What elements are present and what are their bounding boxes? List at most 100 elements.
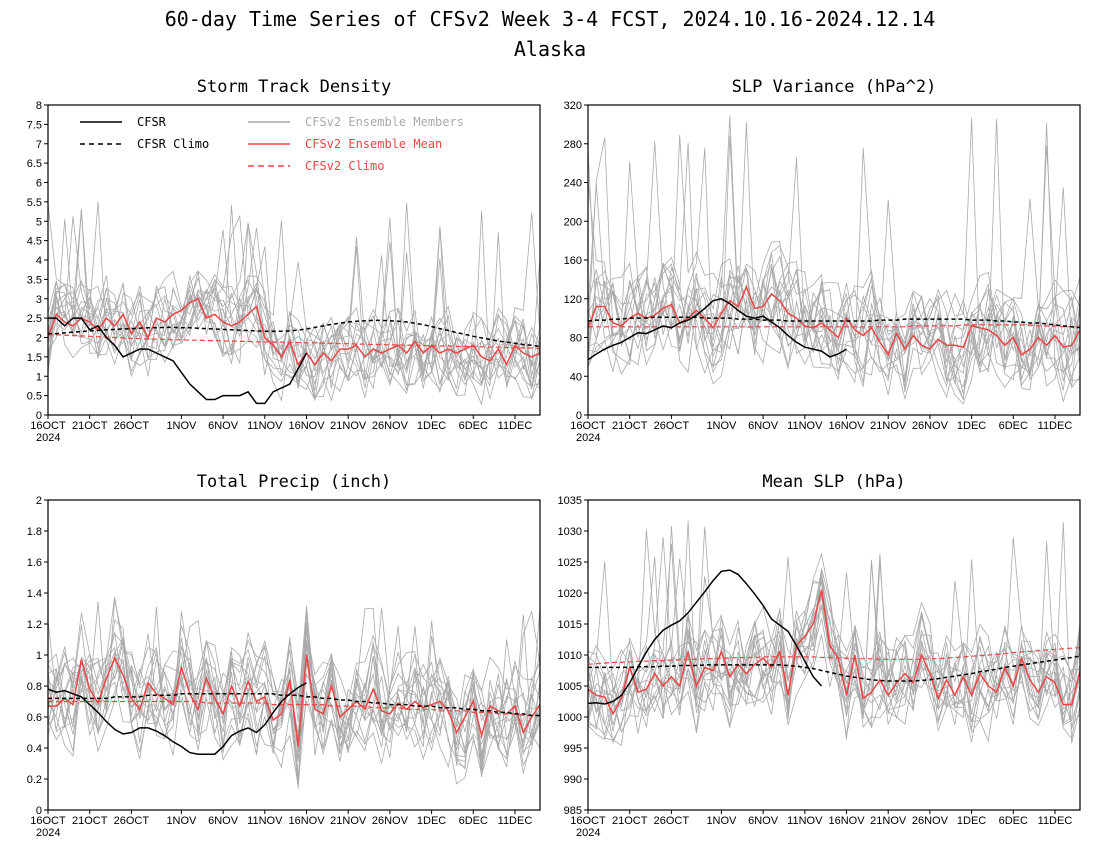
y-tick-label: 240 <box>564 178 582 190</box>
ensemble-member-line <box>47 626 541 755</box>
ensemble-member-line <box>47 630 541 774</box>
x-tick-label: 21NOV <box>870 815 907 827</box>
panel-title: Mean SLP (hPa) <box>762 472 905 492</box>
cfsr-line <box>587 298 847 361</box>
x-year-label: 2024 <box>576 432 600 444</box>
x-tick-label: 26NOV <box>912 420 949 432</box>
cfsv2-climo-line <box>48 700 540 717</box>
x-tick-label: 11NOV <box>247 815 283 827</box>
y-tick-label: 80 <box>570 333 582 345</box>
y-tick-label: 0 <box>576 410 582 422</box>
x-tick-label: 26NOV <box>372 420 409 432</box>
ensemble-member-line <box>587 134 1081 388</box>
ensemble-member-line <box>587 537 1081 745</box>
ensemble-member-line <box>47 216 541 396</box>
figure-subtitle: Alaska <box>514 37 586 61</box>
y-tick-label: 3 <box>36 294 42 306</box>
ensemble-member-line <box>587 147 1081 388</box>
x-tick-label: 11DEC <box>498 815 533 827</box>
ensemble-member-line <box>587 537 1081 728</box>
x-tick-label: 11DEC <box>1038 815 1073 827</box>
y-tick-label: 990 <box>564 774 582 786</box>
ensemble-member-line <box>47 614 541 778</box>
x-tick-label: 21OCT <box>72 420 108 432</box>
legend-label-ens-mean: CFSv2 Ensemble Mean <box>305 137 442 151</box>
legend-label-cfsr: CFSR <box>137 115 167 129</box>
y-tick-label: 6 <box>36 178 42 190</box>
y-tick-label: 2 <box>36 495 42 507</box>
cfsv2-climo-line <box>47 333 541 349</box>
ensemble-member-line <box>587 543 1081 743</box>
x-tick-label: 21NOV <box>330 420 367 432</box>
y-tick-label: 1005 <box>558 681 582 693</box>
y-tick-label: 320 <box>564 100 582 112</box>
x-tick-label: 26OCT <box>654 815 690 827</box>
cfsv2-ensemble-mean-line <box>47 297 541 367</box>
x-tick-label: 6NOV <box>208 815 239 827</box>
cfsr-line <box>48 317 308 405</box>
x-tick-label: 16NOV <box>288 815 325 827</box>
x-tick-label: 1NOV <box>166 815 197 827</box>
y-tick-label: 0.5 <box>27 391 42 403</box>
y-tick-label: 5 <box>36 216 42 228</box>
x-tick-label: 1NOV <box>166 420 197 432</box>
panel-1: Storm Track Density 0 0.5 1 1.5 2 2.5 3 3.5 4 4.5 5… <box>27 77 541 444</box>
ensemble-member-line <box>47 209 541 401</box>
y-tick-label: 1010 <box>558 650 582 662</box>
y-tick-label: 0 <box>36 805 42 817</box>
x-tick-label: 6DEC <box>999 420 1028 432</box>
x-tick-label: 16OCT <box>30 815 66 827</box>
x-tick-label: 11NOV <box>787 815 823 827</box>
x-tick-label: 21OCT <box>612 815 648 827</box>
y-tick-label: 1020 <box>558 588 582 600</box>
y-tick-label: 1.5 <box>27 352 42 364</box>
y-tick-label: 280 <box>564 139 582 151</box>
ensemble-member-line <box>587 122 1081 387</box>
ensemble-member-line <box>47 287 541 389</box>
ensemble-member-line <box>587 561 1081 736</box>
ensemble-member-line <box>587 572 1081 734</box>
y-tick-label: 1035 <box>558 495 582 507</box>
y-tick-label: 0.4 <box>27 743 42 755</box>
y-tick-label: 160 <box>564 255 582 267</box>
y-tick-label: 0.6 <box>27 712 42 724</box>
cfsr-climo-line <box>588 655 1081 682</box>
y-tick-label: 0.2 <box>27 774 42 786</box>
x-tick-label: 26NOV <box>372 815 409 827</box>
ensemble-member-line <box>47 606 541 756</box>
y-tick-label: 200 <box>564 216 582 228</box>
cfsv2-climo-line <box>587 647 1081 665</box>
panel-title: SLP Variance (hPa^2) <box>732 77 937 97</box>
x-tick-label: 21NOV <box>330 815 367 827</box>
x-tick-label: 11DEC <box>1038 420 1073 432</box>
x-tick-label: 21OCT <box>72 815 108 827</box>
ensemble-member-line <box>587 117 1081 385</box>
panel-title: Total Precip (inch) <box>197 472 391 492</box>
y-tick-label: 1.4 <box>27 588 42 600</box>
cfsv2-ensemble-mean-line <box>587 589 1081 716</box>
y-tick-label: 1.2 <box>27 619 42 631</box>
panel-title: Storm Track Density <box>197 77 391 97</box>
legend-label-cfsv2-climo: CFSv2 Climo <box>305 159 384 173</box>
x-tick-label: 16OCT <box>570 815 606 827</box>
panel-4: Mean SLP (hPa) 985 990 995 1000 1005 1010 1015 1… <box>558 472 1081 839</box>
ensemble-member-line <box>587 255 1081 389</box>
ensemble-member-line <box>587 525 1081 730</box>
plot-frame <box>47 499 541 811</box>
y-tick-label: 4.5 <box>27 236 42 248</box>
x-tick-label: 1NOV <box>706 420 737 432</box>
y-tick-label: 1025 <box>558 557 582 569</box>
y-tick-label: 1030 <box>558 526 582 538</box>
y-tick-label: 995 <box>564 743 582 755</box>
y-tick-label: 40 <box>570 371 582 383</box>
cfsr-line <box>47 682 307 755</box>
panels: Storm Track Density 0 0.5 1 1.5 2 2.5 3 3.5 4 4.5 5… <box>27 77 1081 839</box>
x-tick-label: 16OCT <box>570 420 606 432</box>
x-tick-label: 1DEC <box>417 815 446 827</box>
x-tick-label: 16NOV <box>828 420 865 432</box>
ensemble-member-line <box>587 148 1081 399</box>
y-tick-label: 7 <box>36 139 42 151</box>
x-tick-label: 6NOV <box>748 420 779 432</box>
x-tick-label: 16OCT <box>30 420 66 432</box>
x-tick-label: 6DEC <box>459 815 488 827</box>
